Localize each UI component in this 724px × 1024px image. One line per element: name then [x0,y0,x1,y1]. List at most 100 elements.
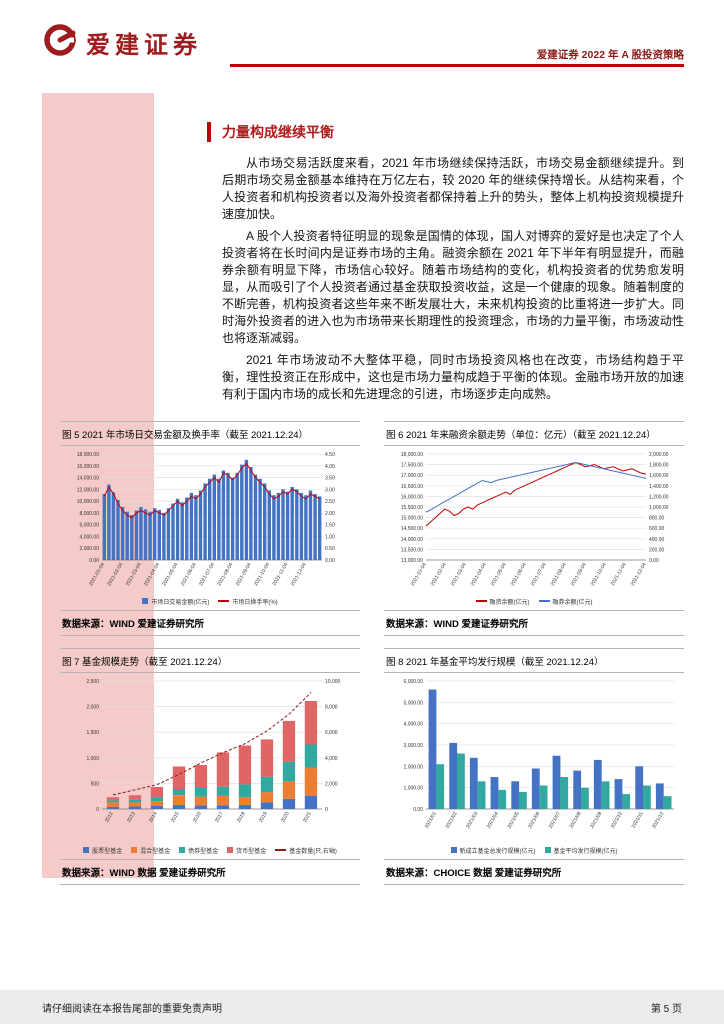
figure-title: 图 6 2021 年来融资余额走势（单位：亿元）（截至 2021.12.24） [384,421,684,446]
svg-text:2.50: 2.50 [325,499,335,505]
svg-text:17,000.00: 17,000.00 [401,473,423,479]
svg-text:500: 500 [91,781,100,787]
figure-chart: 0.00 1,000.00 2,000.00 3,000.00 4,000.00 5,00… [384,673,684,843]
svg-text:2021/09: 2021/09 [589,811,603,830]
svg-text:4,000.00: 4,000.00 [80,534,100,540]
svg-text:3.00: 3.00 [325,487,335,493]
svg-text:4,000: 4,000 [325,756,338,762]
svg-text:17,500.00: 17,500.00 [401,463,423,469]
left-accent-band [42,93,154,878]
paragraph: 从市场交易活跃度来看，2021 年市场继续保持活跃，市场交易金额继续提升。到后期… [222,156,684,221]
svg-text:2021-01-04: 2021-01-04 [88,562,106,587]
figure-6: 图 6 2021 年来融资余额走势（单位：亿元）（截至 2021.12.24） … [384,421,684,636]
paragraph: 2021 年市场波动不大整体平稳，同时市场投资风格也在改变，市场结构趋于平衡，理… [222,353,684,401]
svg-text:4,000.00: 4,000.00 [404,722,424,728]
svg-text:16,000.00: 16,000.00 [401,494,423,500]
svg-text:2021-03-04: 2021-03-04 [125,562,143,587]
svg-text:2021-02-04: 2021-02-04 [106,562,124,587]
svg-text:2,000.00: 2,000.00 [80,546,100,552]
svg-text:2021/07: 2021/07 [548,811,562,830]
section-title: 力量构成继续平衡 [207,122,684,142]
svg-text:2021-09-04: 2021-09-04 [235,562,253,587]
figure-source: 数据来源：WIND 数据 爱建证券研究所 [60,859,360,885]
svg-text:2021-09-04: 2021-09-04 [570,562,588,587]
svg-text:2015: 2015 [170,811,181,824]
svg-text:2021/11: 2021/11 [631,811,645,830]
svg-text:3,000.00: 3,000.00 [404,743,424,749]
svg-text:14,500.00: 14,500.00 [401,526,423,532]
svg-text:600.00: 600.00 [649,526,665,532]
svg-text:2021-04-04: 2021-04-04 [470,562,488,587]
svg-text:2021-07-04: 2021-07-04 [530,562,548,587]
svg-text:2021/02: 2021/02 [444,811,458,830]
figure-source: 数据来源：WIND 爱建证券研究所 [60,610,360,636]
svg-text:1.00: 1.00 [325,534,335,540]
svg-text:2017: 2017 [214,811,225,824]
figure-title: 图 8 2021 年基金平均发行规模（截至 2021.12.24） [384,648,684,673]
svg-text:2.00: 2.00 [325,511,335,517]
main-content: 力量构成继续平衡 从市场交易活跃度来看，2021 年市场继续保持活跃，市场交易金… [207,122,684,408]
svg-text:2021-12-04: 2021-12-04 [630,562,648,587]
svg-text:15,500.00: 15,500.00 [401,505,423,511]
svg-text:16,000.00: 16,000.00 [77,464,99,470]
report-edition: 爱建证券 2022 年 A 股投资策略 [536,49,684,61]
svg-text:2021-05-04: 2021-05-04 [161,562,179,587]
svg-text:2021-06-04: 2021-06-04 [180,562,198,587]
svg-text:2,000.00: 2,000.00 [649,452,669,458]
figure-legend: 新成立基金总发行规模(亿元) 基金平均发行规模(亿元) [384,843,684,859]
paragraph: A 股个人投资者特征明显的现象是国情的体现，国人对博弈的爱好是也决定了个人投资者… [222,229,684,345]
figure-5: 图 5 2021 年市场日交易金额及换手率（截至 2021.12.24） 0.0… [60,421,360,636]
svg-text:2021-01-04: 2021-01-04 [410,562,428,587]
svg-text:2019: 2019 [258,811,269,824]
svg-text:2021-04-04: 2021-04-04 [143,562,161,587]
logo: 爱建证券 [42,22,202,63]
svg-text:2013: 2013 [126,811,137,824]
svg-text:13,500.00: 13,500.00 [401,547,423,553]
svg-text:2021/05: 2021/05 [506,811,520,830]
figure-title: 图 7 基金规模走势（截至 2021.12.24） [60,648,360,673]
svg-text:6,000.00: 6,000.00 [404,679,424,685]
svg-text:6,000: 6,000 [325,730,338,736]
figure-source: 数据来源：WIND 爱建证券研究所 [384,610,684,636]
svg-text:2021: 2021 [302,811,313,824]
svg-text:1,600.00: 1,600.00 [649,473,669,479]
svg-text:2021-11-04: 2021-11-04 [610,562,628,587]
svg-text:2,000: 2,000 [325,781,338,787]
svg-text:10,000.00: 10,000.00 [77,499,99,505]
svg-text:2021-07-04: 2021-07-04 [198,562,216,587]
svg-text:1,000.00: 1,000.00 [649,505,669,511]
figure-chart: 0 500 1,000 1,500 2,000 2,500 0 2,000 4,000 6,000… [60,673,360,843]
svg-text:2021/08: 2021/08 [568,811,582,830]
svg-text:2020: 2020 [280,811,291,824]
figure-8: 图 8 2021 年基金平均发行规模（截至 2021.12.24） 0.00 1,… [384,648,684,885]
svg-text:15,000.00: 15,000.00 [401,516,423,522]
svg-text:0: 0 [325,807,328,813]
logo-icon [42,22,78,63]
svg-text:8,000: 8,000 [325,705,338,711]
figure-source: 数据来源：CHOICE 数据 爱建证券研究所 [384,859,684,885]
svg-text:0.00: 0.00 [413,807,423,813]
figure-chart: 0.00 2,000.00 4,000.00 6,000.00 8,000.00 10,0… [60,446,360,594]
svg-text:2021-02-04: 2021-02-04 [430,562,448,587]
svg-text:2018: 2018 [236,811,247,824]
svg-text:2021-08-04: 2021-08-04 [550,562,568,587]
svg-text:2,000.00: 2,000.00 [404,764,424,770]
svg-text:2021-06-04: 2021-06-04 [510,562,528,587]
svg-text:400.00: 400.00 [649,537,665,543]
svg-text:6,000.00: 6,000.00 [80,523,100,529]
svg-text:0.00: 0.00 [89,558,99,564]
svg-text:800.00: 800.00 [649,516,665,522]
figures-grid: 图 5 2021 年市场日交易金额及换手率（截至 2021.12.24） 0.0… [60,421,684,885]
svg-text:2021/03: 2021/03 [465,811,479,830]
figure-title: 图 5 2021 年市场日交易金额及换手率（截至 2021.12.24） [60,421,360,446]
logo-text: 爱建证券 [86,33,202,59]
svg-text:2,500: 2,500 [86,679,99,685]
svg-text:12,000.00: 12,000.00 [77,487,99,493]
svg-text:1.50: 1.50 [325,523,335,529]
svg-text:1,200.00: 1,200.00 [649,494,669,500]
svg-text:2021/01: 2021/01 [424,811,438,830]
svg-text:2021-08-04: 2021-08-04 [216,562,234,587]
svg-text:2021/04: 2021/04 [486,811,500,830]
svg-text:14,000.00: 14,000.00 [77,476,99,482]
page-footer: 请仔细阅读在本报告尾部的重要免责声明 第 5 页 [0,990,724,1024]
